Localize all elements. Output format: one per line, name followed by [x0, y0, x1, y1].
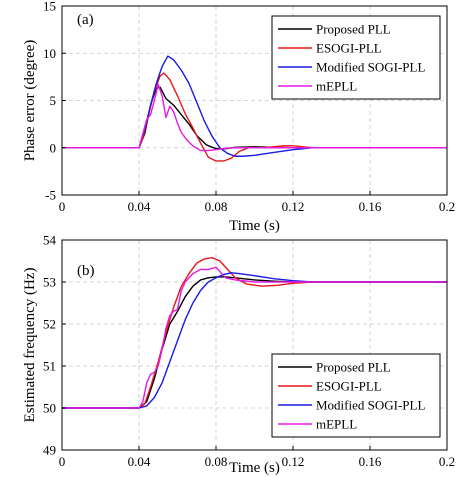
series-group: [62, 55, 447, 162]
legend-box: [271, 353, 441, 438]
y-tick-label: 51: [43, 359, 56, 374]
y-tick-label: 53: [43, 275, 56, 290]
legend-label-3: Modified SOGI-PLL: [316, 60, 425, 75]
x-tick-label: 0.2: [439, 454, 455, 469]
series-group: [62, 256, 447, 409]
x-axis-label: Time (s): [229, 218, 280, 234]
legend: Proposed PLL ESOGI-PLL Modified SOGI-PLL mE…: [271, 353, 441, 438]
x-tick-label: 0.08: [205, 199, 228, 214]
x-tick-label: 0.16: [359, 454, 382, 469]
legend-label-1: Proposed PLL: [316, 22, 391, 37]
series-line-1: [62, 276, 447, 409]
legend-label-3: Modified SOGI-PLL: [316, 398, 425, 413]
y-tick-label: 15: [43, 0, 56, 14]
legend-label-4: mEPLL: [316, 79, 357, 94]
legend-label-2: ESOGI-PLL: [316, 379, 382, 394]
legend-label-4: mEPLL: [316, 417, 357, 432]
x-tick-label: 0.08: [205, 454, 228, 469]
x-tick-label: 0.16: [359, 199, 382, 214]
y-tick-label: 0: [50, 140, 57, 155]
x-tick-label: 0.04: [128, 199, 151, 214]
y-tick-label: 54: [43, 233, 57, 248]
y-axis-label: Estimated frequency (Hz): [22, 268, 38, 423]
panel-label: (a): [77, 12, 94, 28]
x-tick-label: 0: [59, 454, 66, 469]
plot-frame: [61, 239, 448, 451]
x-tick-label: 0.12: [282, 454, 305, 469]
x-tick-label: 0: [59, 199, 66, 214]
series-line-4: [62, 266, 447, 409]
legend-label-2: ESOGI-PLL: [316, 41, 382, 56]
x-tick-label: 0.12: [282, 199, 305, 214]
series-line-4: [62, 83, 447, 152]
series-line-3: [62, 272, 447, 409]
legend-box: [271, 15, 441, 100]
y-axis-label: Phase error (degree): [22, 40, 38, 162]
y-tick-label: 50: [43, 401, 56, 416]
y-tick-label: 49: [43, 443, 56, 458]
y-tick-label: -5: [45, 188, 56, 203]
x-axis-label: Time (s): [229, 460, 280, 476]
x-tick-label: 0.04: [128, 454, 151, 469]
y-tick-label: 10: [43, 46, 56, 61]
series-line-3: [62, 55, 447, 157]
series-line-2: [62, 256, 447, 409]
y-tick-label: 52: [43, 317, 56, 332]
legend-label-1: Proposed PLL: [316, 360, 391, 375]
chart-panel-2: 0 0.04 0.08 0.12 0.16 0.2 49 50 51 52 53 54 Time (s)…: [22, 233, 455, 477]
legend: Proposed PLL ESOGI-PLL Modified SOGI-PLL mE…: [271, 15, 441, 100]
x-tick-label: 0.2: [439, 199, 455, 214]
y-tick-label: 5: [50, 93, 57, 108]
panel-label: (b): [77, 263, 95, 279]
